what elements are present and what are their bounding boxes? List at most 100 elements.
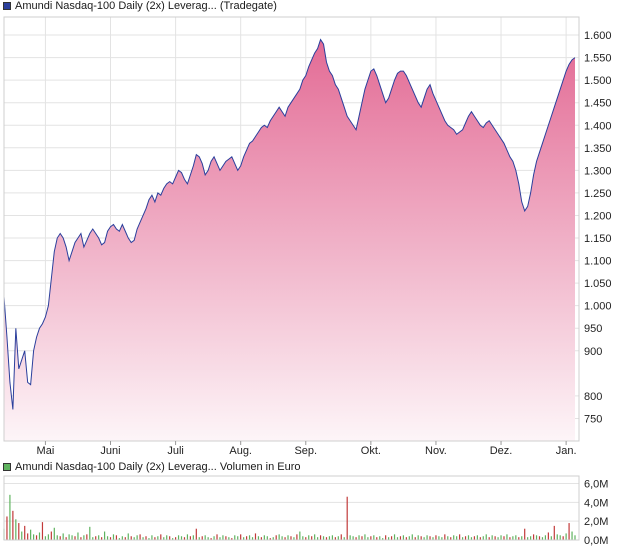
volume-bar bbox=[447, 536, 449, 540]
volume-bar bbox=[169, 536, 171, 540]
price-legend-swatch bbox=[3, 2, 11, 10]
volume-bar bbox=[521, 536, 523, 540]
volume-bar bbox=[183, 537, 186, 540]
volume-bar bbox=[390, 536, 393, 540]
volume-bar bbox=[317, 537, 319, 540]
price-y-tick-label: 1.600 bbox=[584, 30, 612, 42]
volume-bar bbox=[281, 536, 283, 540]
volume-bar bbox=[41, 522, 44, 540]
volume-plot-frame bbox=[3, 475, 580, 541]
volume-bar bbox=[311, 536, 313, 540]
volume-bar bbox=[38, 532, 41, 540]
volume-bar bbox=[340, 534, 342, 540]
volume-bar bbox=[130, 536, 132, 540]
price-y-axis: 750 800 900 950 1.000 1.050 1.100 1.150 1.200 1.2… bbox=[584, 30, 612, 425]
volume-bar bbox=[538, 536, 541, 540]
volume-bar bbox=[266, 536, 268, 540]
price-plot-frame bbox=[3, 16, 580, 442]
volume-bar bbox=[461, 537, 464, 540]
price-y-tick-label: 800 bbox=[584, 391, 602, 403]
price-x-axis: MaiJuniJuliAug.Sep.Okt.Nov.Dez.Jan.Feb.M… bbox=[37, 441, 577, 457]
volume-bar bbox=[470, 537, 473, 540]
volume-bar bbox=[314, 534, 316, 540]
volume-bar bbox=[491, 535, 493, 540]
price-area bbox=[4, 39, 575, 442]
volume-bar bbox=[175, 537, 177, 540]
volume-bar bbox=[98, 535, 100, 540]
price-y-tick-label: 1.400 bbox=[584, 120, 612, 132]
price-legend-label: Amundi Nasdaq-100 Daily (2x) Leverag... … bbox=[15, 0, 277, 12]
volume-bar bbox=[361, 536, 363, 540]
volume-bar bbox=[198, 537, 200, 540]
volume-bar bbox=[65, 537, 67, 540]
volume-bar bbox=[231, 538, 233, 540]
price-x-tick-label: Aug. bbox=[229, 445, 252, 457]
volume-bar bbox=[441, 537, 443, 540]
price-y-tick-label: 900 bbox=[584, 346, 602, 358]
volume-bar bbox=[30, 529, 32, 540]
volume-bar bbox=[207, 537, 209, 540]
volume-bar bbox=[541, 537, 544, 540]
volume-bar bbox=[210, 538, 212, 540]
volume-bar bbox=[562, 536, 564, 540]
volume-bar bbox=[328, 536, 331, 540]
volume-bar bbox=[77, 532, 79, 540]
price-x-tick-label: Juli bbox=[167, 445, 184, 457]
volume-bar bbox=[201, 536, 203, 540]
volume-bar bbox=[530, 536, 532, 540]
volume-bar bbox=[355, 537, 357, 540]
price-y-tick-label: 1.450 bbox=[584, 98, 612, 110]
volume-bar bbox=[68, 534, 70, 540]
volume-bar bbox=[136, 535, 138, 540]
volume-bar bbox=[106, 536, 109, 540]
volume-bar bbox=[272, 537, 274, 540]
volume-bar bbox=[399, 536, 402, 540]
volume-bar bbox=[172, 538, 174, 540]
volume-bar bbox=[535, 535, 538, 540]
volume-bar bbox=[509, 537, 511, 540]
volume-bar bbox=[154, 537, 156, 540]
volume-bar bbox=[160, 534, 162, 540]
price-y-tick-label: 1.000 bbox=[584, 301, 612, 313]
volume-bar bbox=[243, 537, 245, 540]
volume-bar bbox=[248, 535, 251, 540]
volume-bar bbox=[370, 536, 372, 540]
volume-bar bbox=[145, 536, 147, 540]
price-x-tick-label: Jan. bbox=[556, 445, 577, 457]
volume-bar bbox=[322, 536, 325, 540]
volume-bar bbox=[512, 536, 514, 540]
price-x-tick-label: Sep. bbox=[294, 445, 317, 457]
volume-bar bbox=[482, 536, 484, 540]
volume-bar bbox=[121, 536, 123, 540]
price-y-tick-label: 1.500 bbox=[584, 75, 612, 87]
volume-bar bbox=[225, 536, 227, 540]
volume-bar bbox=[393, 534, 396, 540]
volume-bar bbox=[115, 535, 118, 540]
price-x-tick-label: Nov. bbox=[425, 445, 447, 457]
volume-bar bbox=[166, 535, 168, 540]
volume-y-axis: 0,0M 2,0M 4,0M 6,0M bbox=[584, 479, 608, 546]
volume-bar bbox=[408, 536, 410, 540]
volume-bar bbox=[53, 527, 55, 540]
volume-bar bbox=[352, 536, 354, 540]
volume-bar bbox=[21, 531, 23, 540]
volume-bar bbox=[467, 535, 470, 540]
price-line bbox=[3, 38, 576, 410]
volume-bar bbox=[80, 537, 82, 540]
volume-bar bbox=[444, 534, 446, 540]
volume-bar bbox=[479, 537, 481, 540]
volume-bar bbox=[556, 534, 558, 540]
volume-bar bbox=[305, 537, 307, 540]
volume-bar bbox=[402, 535, 404, 540]
volume-bar bbox=[219, 537, 221, 540]
volume-bar bbox=[385, 535, 387, 540]
volume-bar bbox=[216, 534, 218, 540]
volume-bar bbox=[456, 536, 458, 540]
volume-bar bbox=[257, 536, 260, 540]
volume-bar bbox=[319, 535, 322, 540]
volume-bar bbox=[518, 537, 520, 540]
volume-bar bbox=[204, 535, 206, 540]
volume-bar bbox=[527, 537, 529, 540]
volume-bar bbox=[47, 534, 49, 540]
